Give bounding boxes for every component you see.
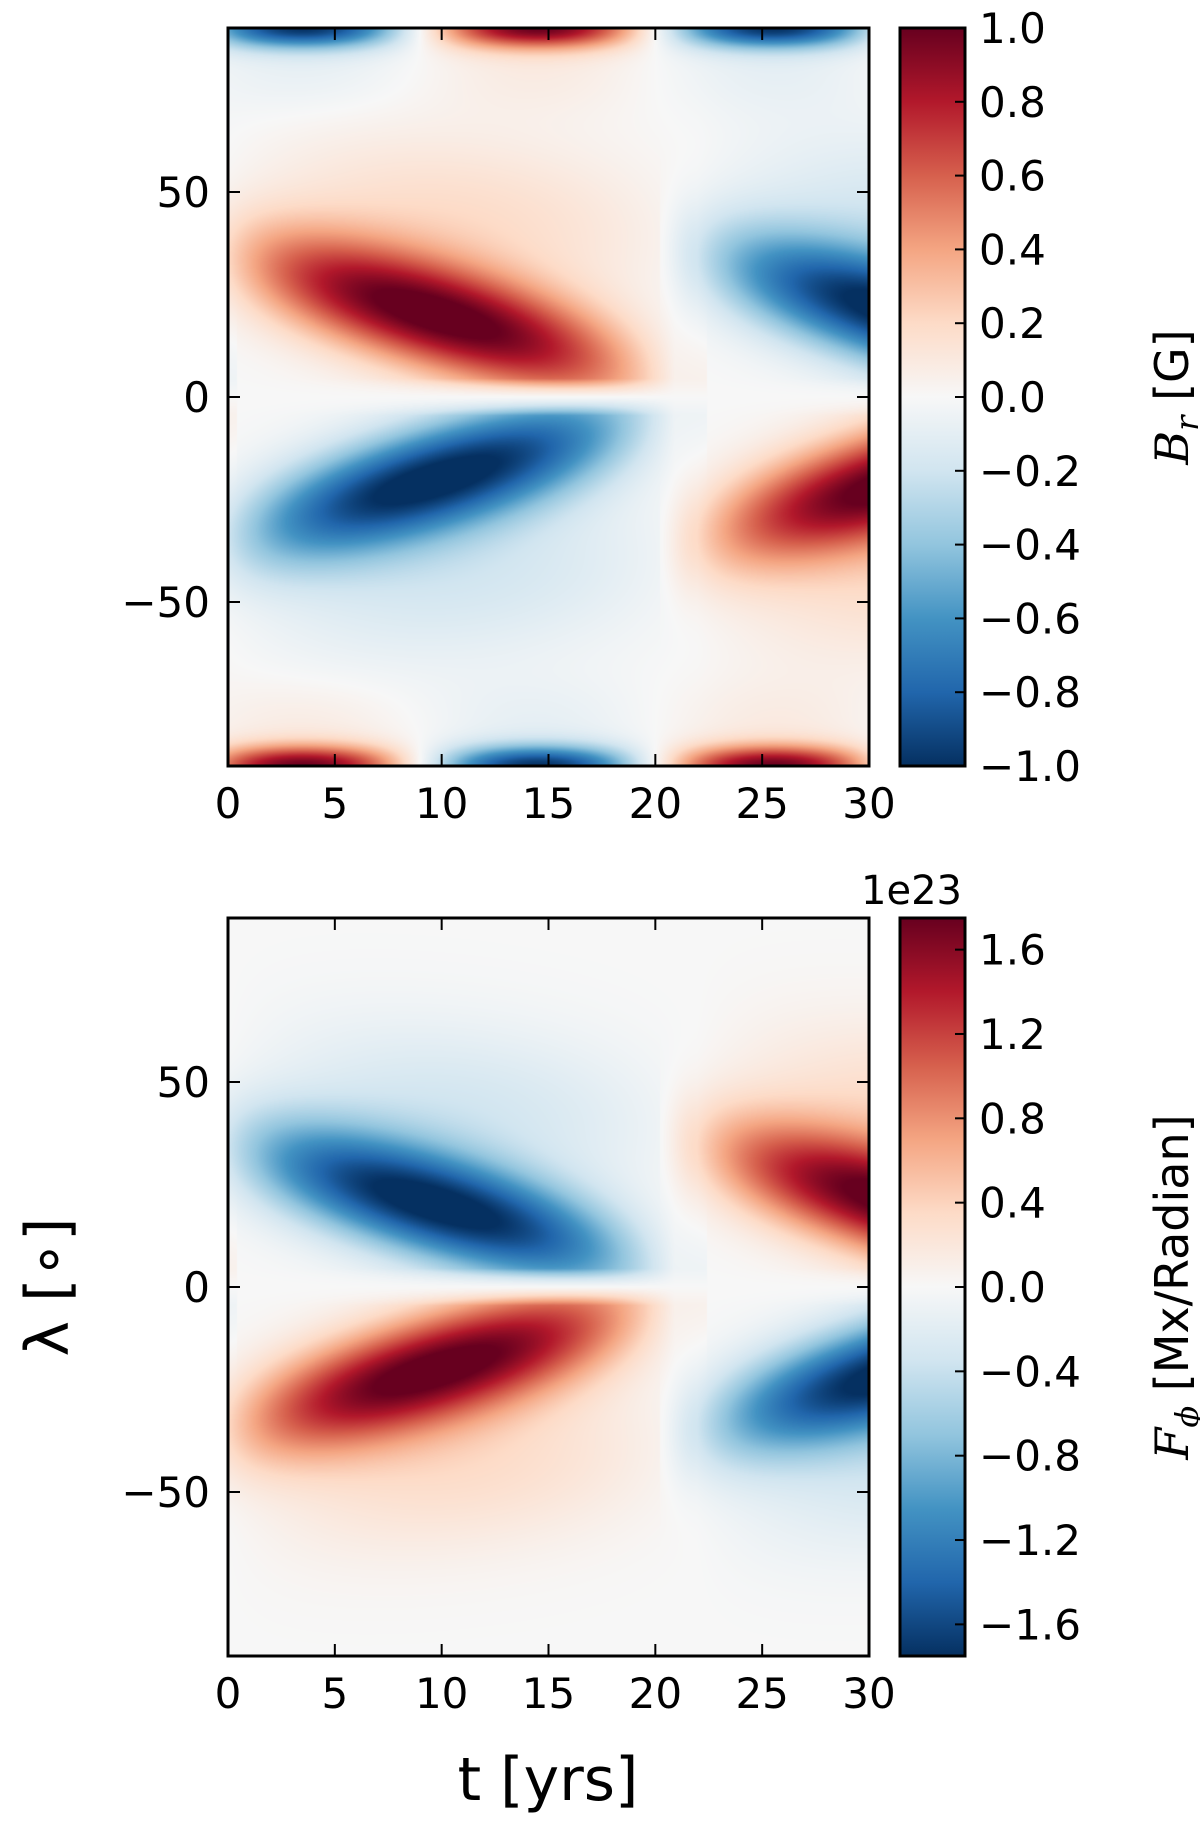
br-colorbar <box>900 28 965 766</box>
fphi-heatmap <box>228 918 869 1656</box>
fphi-colorbar-label: Fϕ [Mx/Radian] <box>1145 1114 1200 1460</box>
fphi-cb-tick-label: −0.4 <box>979 1347 1081 1396</box>
x-axis-label: t [yrs] <box>458 1745 639 1815</box>
fphi-cb-tick-label: 0.4 <box>979 1179 1046 1228</box>
br-cb-tick-label: −0.6 <box>979 594 1081 643</box>
br-colorbar-ticks: 1.0 0.8 0.6 0.4 0.2 0.0 −0.2 −0.4 −0.6 −0.8 −1.0 <box>955 4 1081 791</box>
br-y-tick-label: 0 <box>183 373 210 422</box>
br-heatmap-holder <box>228 28 869 766</box>
br-cb-tick-label: 0.0 <box>979 373 1046 422</box>
br-x-tick-label: 30 <box>842 779 895 828</box>
fphi-colorbar-offset-text: 1e23 <box>861 868 962 914</box>
fphi-x-tick-label: 30 <box>842 1669 895 1718</box>
fphi-x-tick-label: 0 <box>215 1669 242 1718</box>
fphi-cb-tick-label: 0.0 <box>979 1263 1046 1312</box>
br-cb-tick-label: 0.8 <box>979 78 1046 127</box>
br-heatmap <box>228 28 869 766</box>
br-y-tick-label: 50 <box>157 168 210 217</box>
br-x-tick-label: 20 <box>629 779 682 828</box>
fphi-cb-tick-label: 1.2 <box>979 1010 1046 1059</box>
fphi-colorbar <box>900 918 965 1656</box>
br-cb-tick-label: 0.6 <box>979 152 1046 201</box>
y-axis-label: λ [∘] <box>13 1218 83 1357</box>
fphi-x-tick-label: 10 <box>415 1669 468 1718</box>
br-x-tick-label: 25 <box>735 779 788 828</box>
fphi-x-tick-label: 15 <box>522 1669 575 1718</box>
br-colorbar-label: Br [G] <box>1145 329 1200 465</box>
br-y-tick-label: −50 <box>121 578 210 627</box>
fphi-colorbar-ticks: 1.6 1.2 0.8 0.4 0.0 −0.4 −0.8 −1.2 −1.6 <box>955 926 1081 1649</box>
panel-br: 0 5 10 15 20 25 30 50 0 −50 1.0 0.8 0.6 0.4 0.2 0.0 −0… <box>121 4 1200 828</box>
br-cb-tick-label: −0.8 <box>979 668 1081 717</box>
br-cb-tick-label: 0.4 <box>979 225 1046 274</box>
fphi-cb-tick-label: −1.6 <box>979 1600 1081 1649</box>
br-cb-tick-label: 1.0 <box>979 4 1046 53</box>
br-cb-tick-label: −0.4 <box>979 521 1081 570</box>
fphi-y-tick-label: 0 <box>183 1263 210 1312</box>
br-x-tick-label: 15 <box>522 779 575 828</box>
br-y-axis: 50 0 −50 <box>121 168 869 627</box>
panel-fphi: 0 5 10 15 20 25 30 50 0 −50 1.6 1.2 0.8 0.4 0.0 −0.4 −… <box>13 868 1200 1815</box>
fphi-x-tick-label: 25 <box>735 1669 788 1718</box>
fphi-x-tick-label: 20 <box>629 1669 682 1718</box>
fphi-y-axis: 50 0 −50 <box>121 1058 869 1517</box>
fphi-heatmap-holder <box>228 918 869 1656</box>
fphi-y-tick-label: −50 <box>121 1468 210 1517</box>
br-x-axis: 0 5 10 15 20 25 30 <box>215 28 896 828</box>
fphi-y-tick-label: 50 <box>157 1058 210 1107</box>
br-x-tick-label: 0 <box>215 779 242 828</box>
fphi-cb-tick-label: −0.8 <box>979 1432 1081 1481</box>
br-cb-tick-label: −1.0 <box>979 742 1081 791</box>
br-cb-tick-label: 0.2 <box>979 299 1046 348</box>
br-x-tick-label: 5 <box>321 779 348 828</box>
fphi-cb-tick-label: 0.8 <box>979 1094 1046 1143</box>
br-cb-tick-label: −0.2 <box>979 447 1081 496</box>
br-x-tick-label: 10 <box>415 779 468 828</box>
fphi-cb-tick-label: −1.2 <box>979 1516 1081 1565</box>
fphi-cb-tick-label: 1.6 <box>979 926 1046 975</box>
fphi-x-tick-label: 5 <box>321 1669 348 1718</box>
fphi-x-axis: 0 5 10 15 20 25 30 <box>215 918 896 1718</box>
